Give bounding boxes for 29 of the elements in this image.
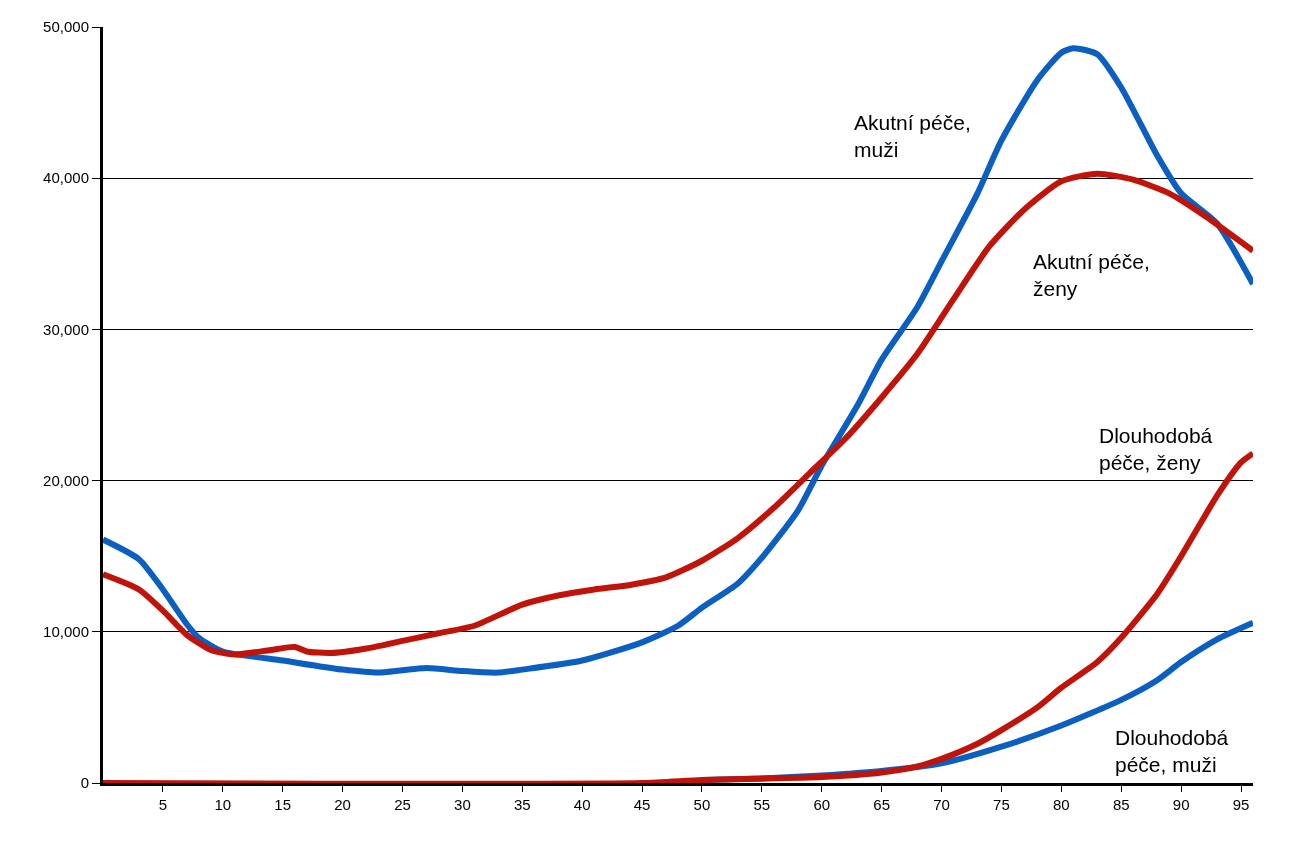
x-tick-label: 30 [454, 796, 471, 813]
y-tick-label: 0 [80, 774, 89, 792]
x-tick-label: 5 [158, 796, 168, 813]
series-label: Dlouhodobá péče, muži [1115, 726, 1229, 777]
y-tick-label: 50,000 [43, 18, 89, 36]
x-tick-label: 10 [214, 796, 232, 813]
x-tick-label: 75 [993, 796, 1010, 813]
x-tick-label: 65 [873, 796, 890, 813]
y-tick-label: 40,000 [43, 169, 89, 187]
x-tick-label: 45 [633, 796, 651, 813]
series-label: Akutní péče, ženy [1033, 250, 1150, 301]
x-tick-label: 80 [1052, 796, 1070, 813]
x-tick-label: 70 [933, 796, 950, 813]
x-tick-label: 90 [1172, 796, 1190, 813]
series-label: Akutní péče, muži [854, 111, 971, 162]
x-tick-label: 20 [334, 796, 351, 813]
x-tick-label: 85 [1112, 796, 1130, 813]
x-tick-label: 50 [693, 796, 711, 813]
x-tick-label: 25 [394, 796, 411, 813]
y-tick-label: 30,000 [43, 320, 89, 338]
x-tick-label: 35 [513, 796, 531, 813]
x-tick-label: 55 [753, 796, 771, 813]
x-tick-label: 15 [274, 796, 292, 813]
y-tick-label: 20,000 [43, 471, 89, 489]
x-tick-label: 60 [813, 796, 831, 813]
y-tick-label: 10,000 [43, 623, 89, 641]
x-tick-label: 95 [1232, 796, 1250, 813]
x-tick-label: 40 [573, 796, 591, 813]
series-label: Dlouhodobá péče, ženy [1099, 424, 1213, 475]
